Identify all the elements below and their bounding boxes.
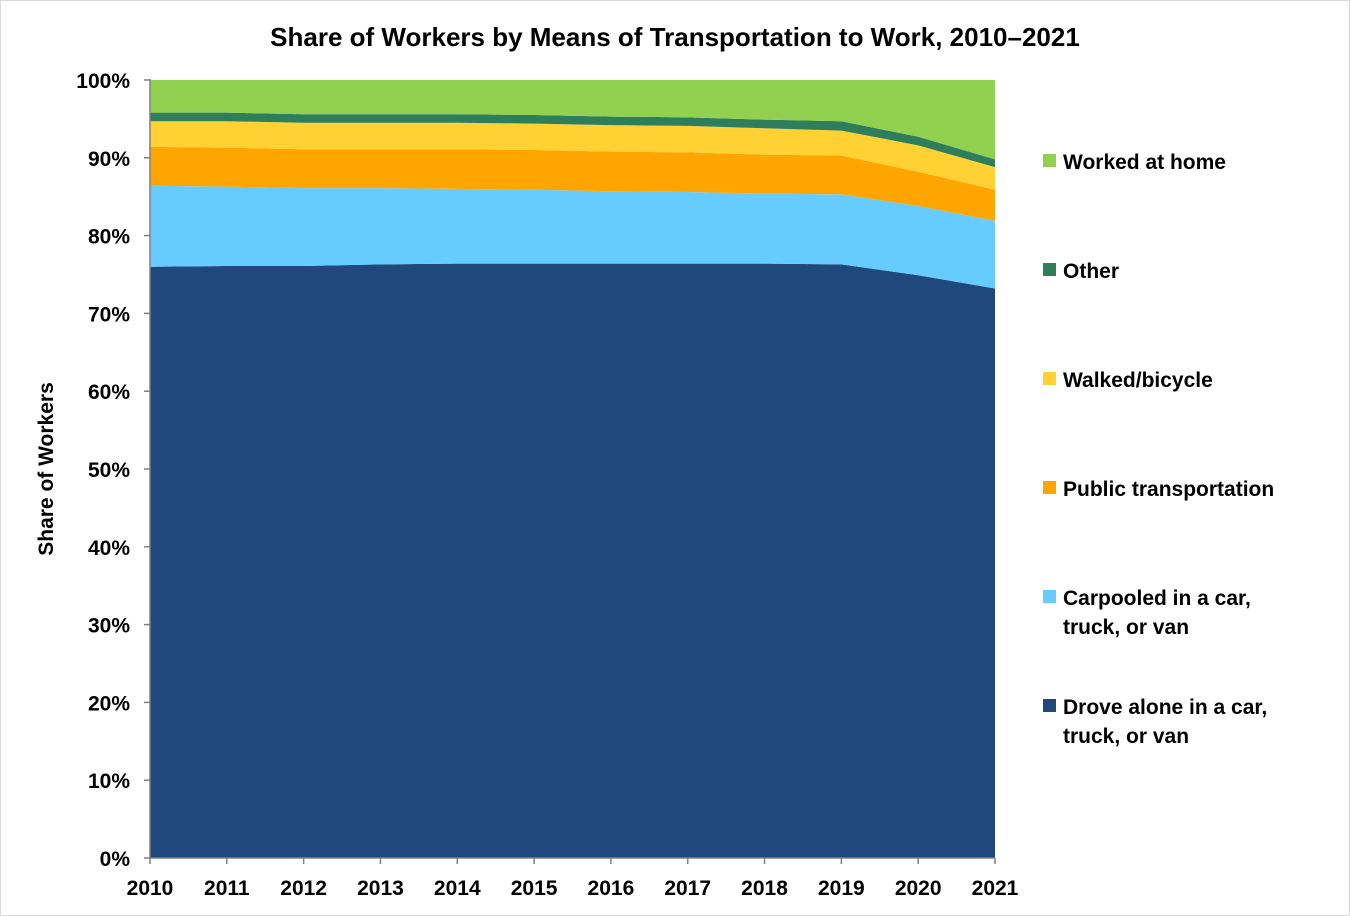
legend-item-drove-alone-in-a-car-truck-or-van: Drove alone in a car, truck, or van (1043, 696, 1267, 748)
legend-swatch (1043, 154, 1056, 167)
legend-label: Walked/bicycle (1063, 369, 1213, 392)
legend-label: Worked at home (1063, 151, 1226, 174)
area-drove-alone-in-a-car-truck-or-van (150, 263, 995, 858)
x-tick-label: 2018 (741, 877, 788, 900)
legend-label: truck, or van (1063, 616, 1189, 639)
y-tick-label: 90% (88, 148, 130, 171)
y-tick-label: 40% (88, 537, 130, 560)
y-axis-ticks: 0% 10% 20% 30% 40% 50% 60% 70% 80% 90% 100% (76, 70, 150, 871)
y-tick-label: 50% (88, 459, 130, 482)
y-tick-label: 0% (100, 848, 131, 871)
legend-label: Drove alone in a car, (1063, 696, 1267, 719)
area-walked-bicycle (150, 121, 995, 190)
x-tick-label: 2020 (895, 877, 942, 900)
x-tick-label: 2016 (588, 877, 635, 900)
x-tick-label: 2021 (972, 877, 1019, 900)
y-axis-title: Share of Workers (35, 382, 58, 556)
x-axis-ticks: 2010 2011 2012 2013 2014 2015 2016 2017 2018 2019… (127, 858, 1019, 900)
legend-swatch (1043, 263, 1056, 276)
legend-label: truck, or van (1063, 725, 1189, 748)
y-tick-label: 70% (88, 303, 130, 326)
y-tick-label: 60% (88, 381, 130, 404)
x-tick-label: 2013 (357, 877, 404, 900)
area-worked-at-home (150, 80, 995, 160)
legend-label: Public transportation (1063, 478, 1274, 501)
y-tick-label: 30% (88, 615, 130, 638)
x-tick-label: 2014 (434, 877, 481, 900)
y-tick-label: 80% (88, 226, 130, 249)
legend: Worked at home Other Walked/bicycle Public … (1043, 151, 1274, 748)
legend-item-public-transportation: Public transportation (1043, 478, 1274, 501)
legend-label: Other (1063, 260, 1119, 283)
y-tick-label: 100% (76, 70, 130, 93)
chart-title: Share of Workers by Means of Transportat… (270, 22, 1080, 52)
x-tick-label: 2015 (511, 877, 558, 900)
legend-item-carpooled-in-a-car-truck-or-van: Carpooled in a car, truck, or van (1043, 587, 1251, 639)
area-public-transportation (150, 146, 995, 221)
legend-label: Carpooled in a car, (1063, 587, 1251, 610)
legend-swatch (1043, 699, 1056, 712)
x-tick-label: 2011 (204, 877, 250, 900)
x-tick-label: 2019 (818, 877, 865, 900)
x-tick-label: 2012 (280, 877, 327, 900)
legend-item-worked-at-home: Worked at home (1043, 151, 1226, 174)
area-other (150, 112, 995, 168)
x-tick-label: 2010 (127, 877, 174, 900)
legend-swatch (1043, 590, 1056, 603)
legend-item-other: Other (1043, 260, 1119, 283)
y-tick-label: 20% (88, 692, 130, 715)
legend-swatch (1043, 481, 1056, 494)
y-tick-label: 10% (88, 770, 130, 793)
area-carpooled-in-a-car-truck-or-van (150, 185, 995, 289)
legend-item-walked-bicycle: Walked/bicycle (1043, 369, 1213, 392)
legend-swatch (1043, 372, 1056, 385)
area-layers (150, 80, 995, 858)
x-tick-label: 2017 (664, 877, 711, 900)
